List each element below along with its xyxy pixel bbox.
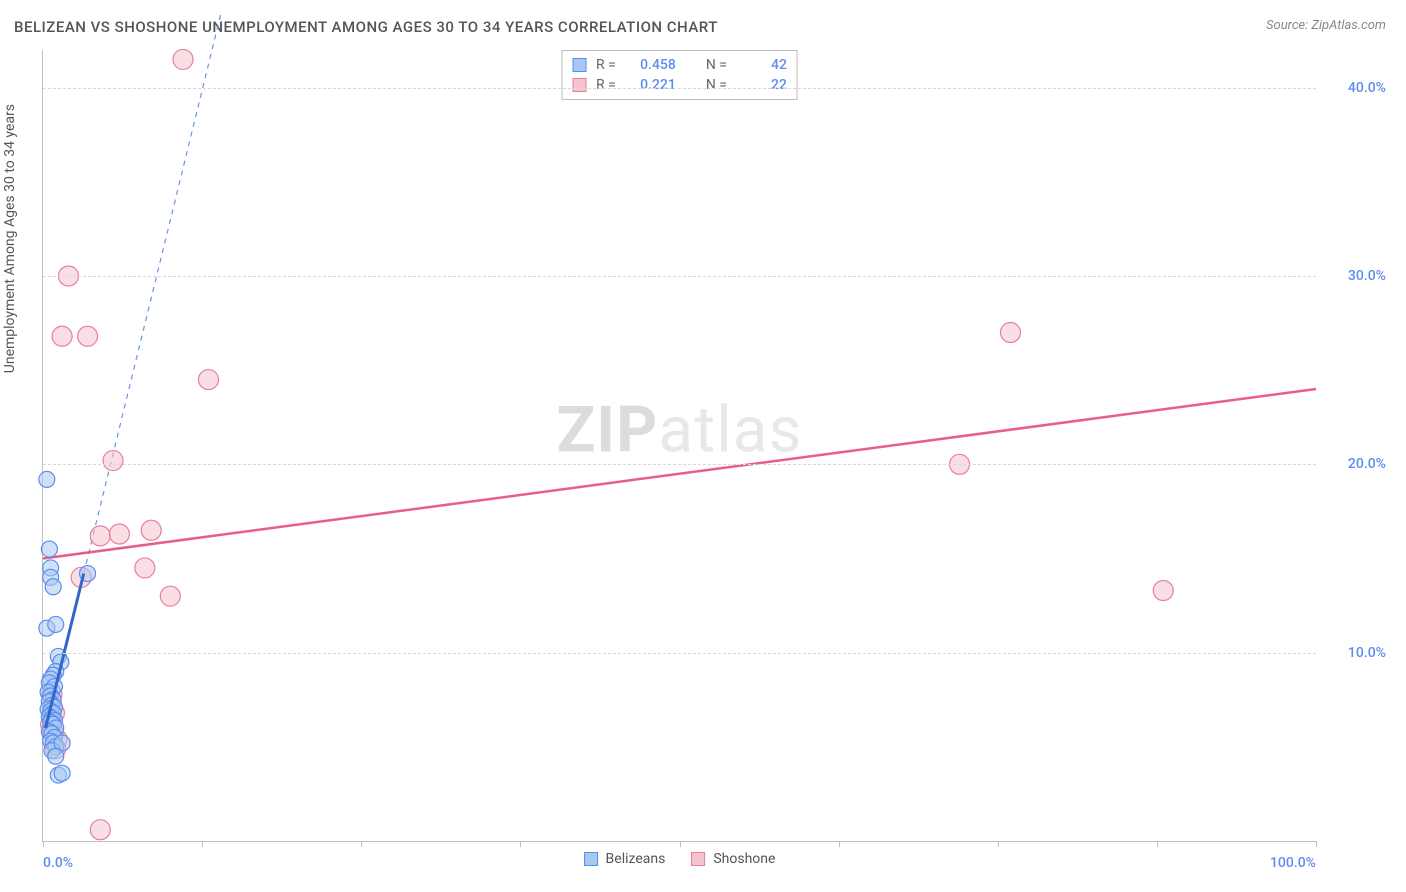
point-shoshone [135,558,155,578]
legend-item-shoshone: Shoshone [691,851,775,867]
y-tick-label: 40.0% [1326,80,1386,96]
x-tick [839,841,840,847]
trend-extension-belizeans [84,12,221,573]
x-tick [680,841,681,847]
x-tick [43,841,44,847]
point-shoshone [78,326,98,346]
point-belizeans [54,765,70,781]
legend-swatch-shoshone [691,852,705,866]
point-shoshone [90,820,110,840]
trend-line-shoshone [43,389,1316,559]
source-attribution: Source: ZipAtlas.com [1266,18,1386,33]
x-tick [520,841,521,847]
point-shoshone [198,370,218,390]
y-tick-label: 10.0% [1326,645,1386,661]
x-tick [1316,841,1317,847]
point-shoshone [1153,581,1173,601]
grid-line [43,88,1316,89]
x-axis-min-label: 0.0% [43,855,73,871]
chart-container: BELIZEAN VS SHOSHONE UNEMPLOYMENT AMONG … [0,0,1406,892]
x-tick [361,841,362,847]
point-shoshone [173,49,193,69]
y-tick-label: 30.0% [1326,268,1386,284]
legend-label-shoshone: Shoshone [713,851,775,867]
point-belizeans [48,616,64,632]
x-tick [998,841,999,847]
point-shoshone [160,586,180,606]
point-belizeans [39,471,55,487]
series-legend: Belizeans Shoshone [584,851,776,867]
grid-line [43,653,1316,654]
legend-swatch-belizeans [584,852,598,866]
point-belizeans [41,541,57,557]
y-tick-label: 20.0% [1326,456,1386,472]
plot-svg [43,50,1316,841]
trend-line-belizeans [46,574,84,728]
point-shoshone [109,524,129,544]
x-tick [1157,841,1158,847]
x-tick [202,841,203,847]
point-shoshone [1000,323,1020,343]
legend-item-belizeans: Belizeans [584,851,666,867]
grid-line [43,464,1316,465]
chart-title: BELIZEAN VS SHOSHONE UNEMPLOYMENT AMONG … [14,18,718,36]
point-belizeans [45,579,61,595]
point-shoshone [141,520,161,540]
point-belizeans [48,748,64,764]
point-shoshone [52,326,72,346]
plot-area: ZIPatlas R = 0.458 N = 42 R = 0.221 N = … [42,50,1316,842]
legend-label-belizeans: Belizeans [606,851,666,867]
x-axis-max-label: 100.0% [1270,855,1316,871]
y-axis-label: Unemployment Among Ages 30 to 34 years [2,104,18,373]
grid-line [43,276,1316,277]
point-shoshone [90,526,110,546]
point-shoshone [103,451,123,471]
